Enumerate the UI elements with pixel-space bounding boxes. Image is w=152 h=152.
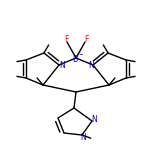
- Text: N: N: [80, 133, 86, 142]
- Text: N: N: [88, 62, 94, 71]
- Text: B: B: [73, 55, 78, 64]
- Text: N: N: [59, 62, 65, 71]
- Text: −: −: [79, 52, 83, 57]
- Text: +: +: [96, 57, 100, 62]
- Text: F: F: [64, 36, 68, 45]
- Text: N: N: [91, 114, 97, 123]
- Text: F: F: [84, 36, 88, 45]
